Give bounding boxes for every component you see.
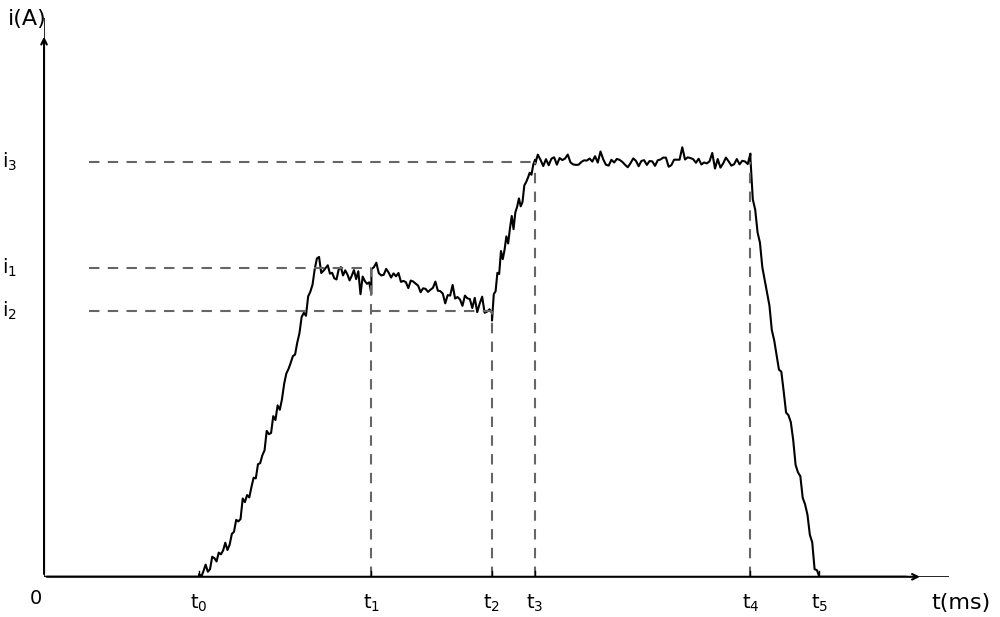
Text: i$_1$: i$_1$ bbox=[2, 257, 17, 280]
Text: t$_0$: t$_0$ bbox=[190, 593, 208, 614]
Text: 0: 0 bbox=[29, 589, 42, 608]
Text: t$_4$: t$_4$ bbox=[742, 593, 759, 614]
Text: t$_3$: t$_3$ bbox=[526, 593, 544, 614]
Text: t$_5$: t$_5$ bbox=[811, 593, 828, 614]
Text: i$_2$: i$_2$ bbox=[2, 299, 17, 322]
Text: i(A): i(A) bbox=[7, 9, 46, 28]
Text: i$_3$: i$_3$ bbox=[2, 151, 17, 173]
Text: t$_1$: t$_1$ bbox=[363, 593, 380, 614]
Text: t(ms): t(ms) bbox=[931, 594, 991, 613]
Text: t$_2$: t$_2$ bbox=[483, 593, 501, 614]
